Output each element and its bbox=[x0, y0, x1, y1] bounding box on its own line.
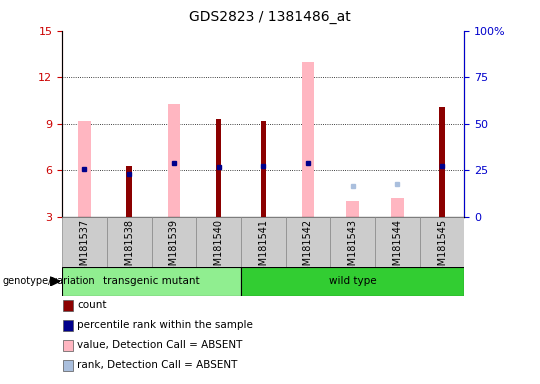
Bar bbox=[375, 217, 420, 267]
Text: value, Detection Call = ABSENT: value, Detection Call = ABSENT bbox=[77, 340, 242, 350]
Text: wild type: wild type bbox=[329, 276, 376, 286]
Text: GSM181542: GSM181542 bbox=[303, 219, 313, 278]
Bar bbox=[261, 121, 266, 217]
Bar bbox=[126, 166, 132, 217]
Bar bbox=[63, 320, 73, 331]
Bar bbox=[78, 121, 91, 217]
Text: percentile rank within the sample: percentile rank within the sample bbox=[77, 320, 253, 330]
Text: transgenic mutant: transgenic mutant bbox=[103, 276, 200, 286]
Polygon shape bbox=[50, 276, 60, 286]
Bar bbox=[286, 217, 330, 267]
Text: GDS2823 / 1381486_at: GDS2823 / 1381486_at bbox=[189, 10, 351, 23]
Bar bbox=[63, 360, 73, 371]
Text: GSM181543: GSM181543 bbox=[348, 219, 357, 278]
Bar bbox=[302, 62, 314, 217]
Bar bbox=[107, 217, 152, 267]
Bar bbox=[62, 267, 241, 296]
Bar bbox=[346, 202, 359, 217]
Bar bbox=[241, 217, 286, 267]
Bar bbox=[152, 217, 196, 267]
Bar bbox=[440, 107, 445, 217]
Text: GSM181539: GSM181539 bbox=[169, 219, 179, 278]
Bar bbox=[391, 199, 403, 217]
Text: genotype/variation: genotype/variation bbox=[3, 276, 96, 286]
Text: count: count bbox=[77, 300, 107, 310]
Text: GSM181537: GSM181537 bbox=[79, 219, 90, 278]
Bar bbox=[216, 119, 221, 217]
Text: GSM181545: GSM181545 bbox=[437, 219, 447, 278]
Text: GSM181544: GSM181544 bbox=[393, 219, 402, 278]
Bar bbox=[63, 340, 73, 351]
Bar bbox=[241, 267, 464, 296]
Text: rank, Detection Call = ABSENT: rank, Detection Call = ABSENT bbox=[77, 360, 238, 370]
Bar bbox=[196, 217, 241, 267]
Bar bbox=[63, 300, 73, 311]
Bar bbox=[62, 217, 107, 267]
Text: GSM181541: GSM181541 bbox=[258, 219, 268, 278]
Bar bbox=[330, 217, 375, 267]
Bar bbox=[167, 104, 180, 217]
Text: GSM181538: GSM181538 bbox=[124, 219, 134, 278]
Bar bbox=[420, 217, 464, 267]
Text: GSM181540: GSM181540 bbox=[213, 219, 224, 278]
